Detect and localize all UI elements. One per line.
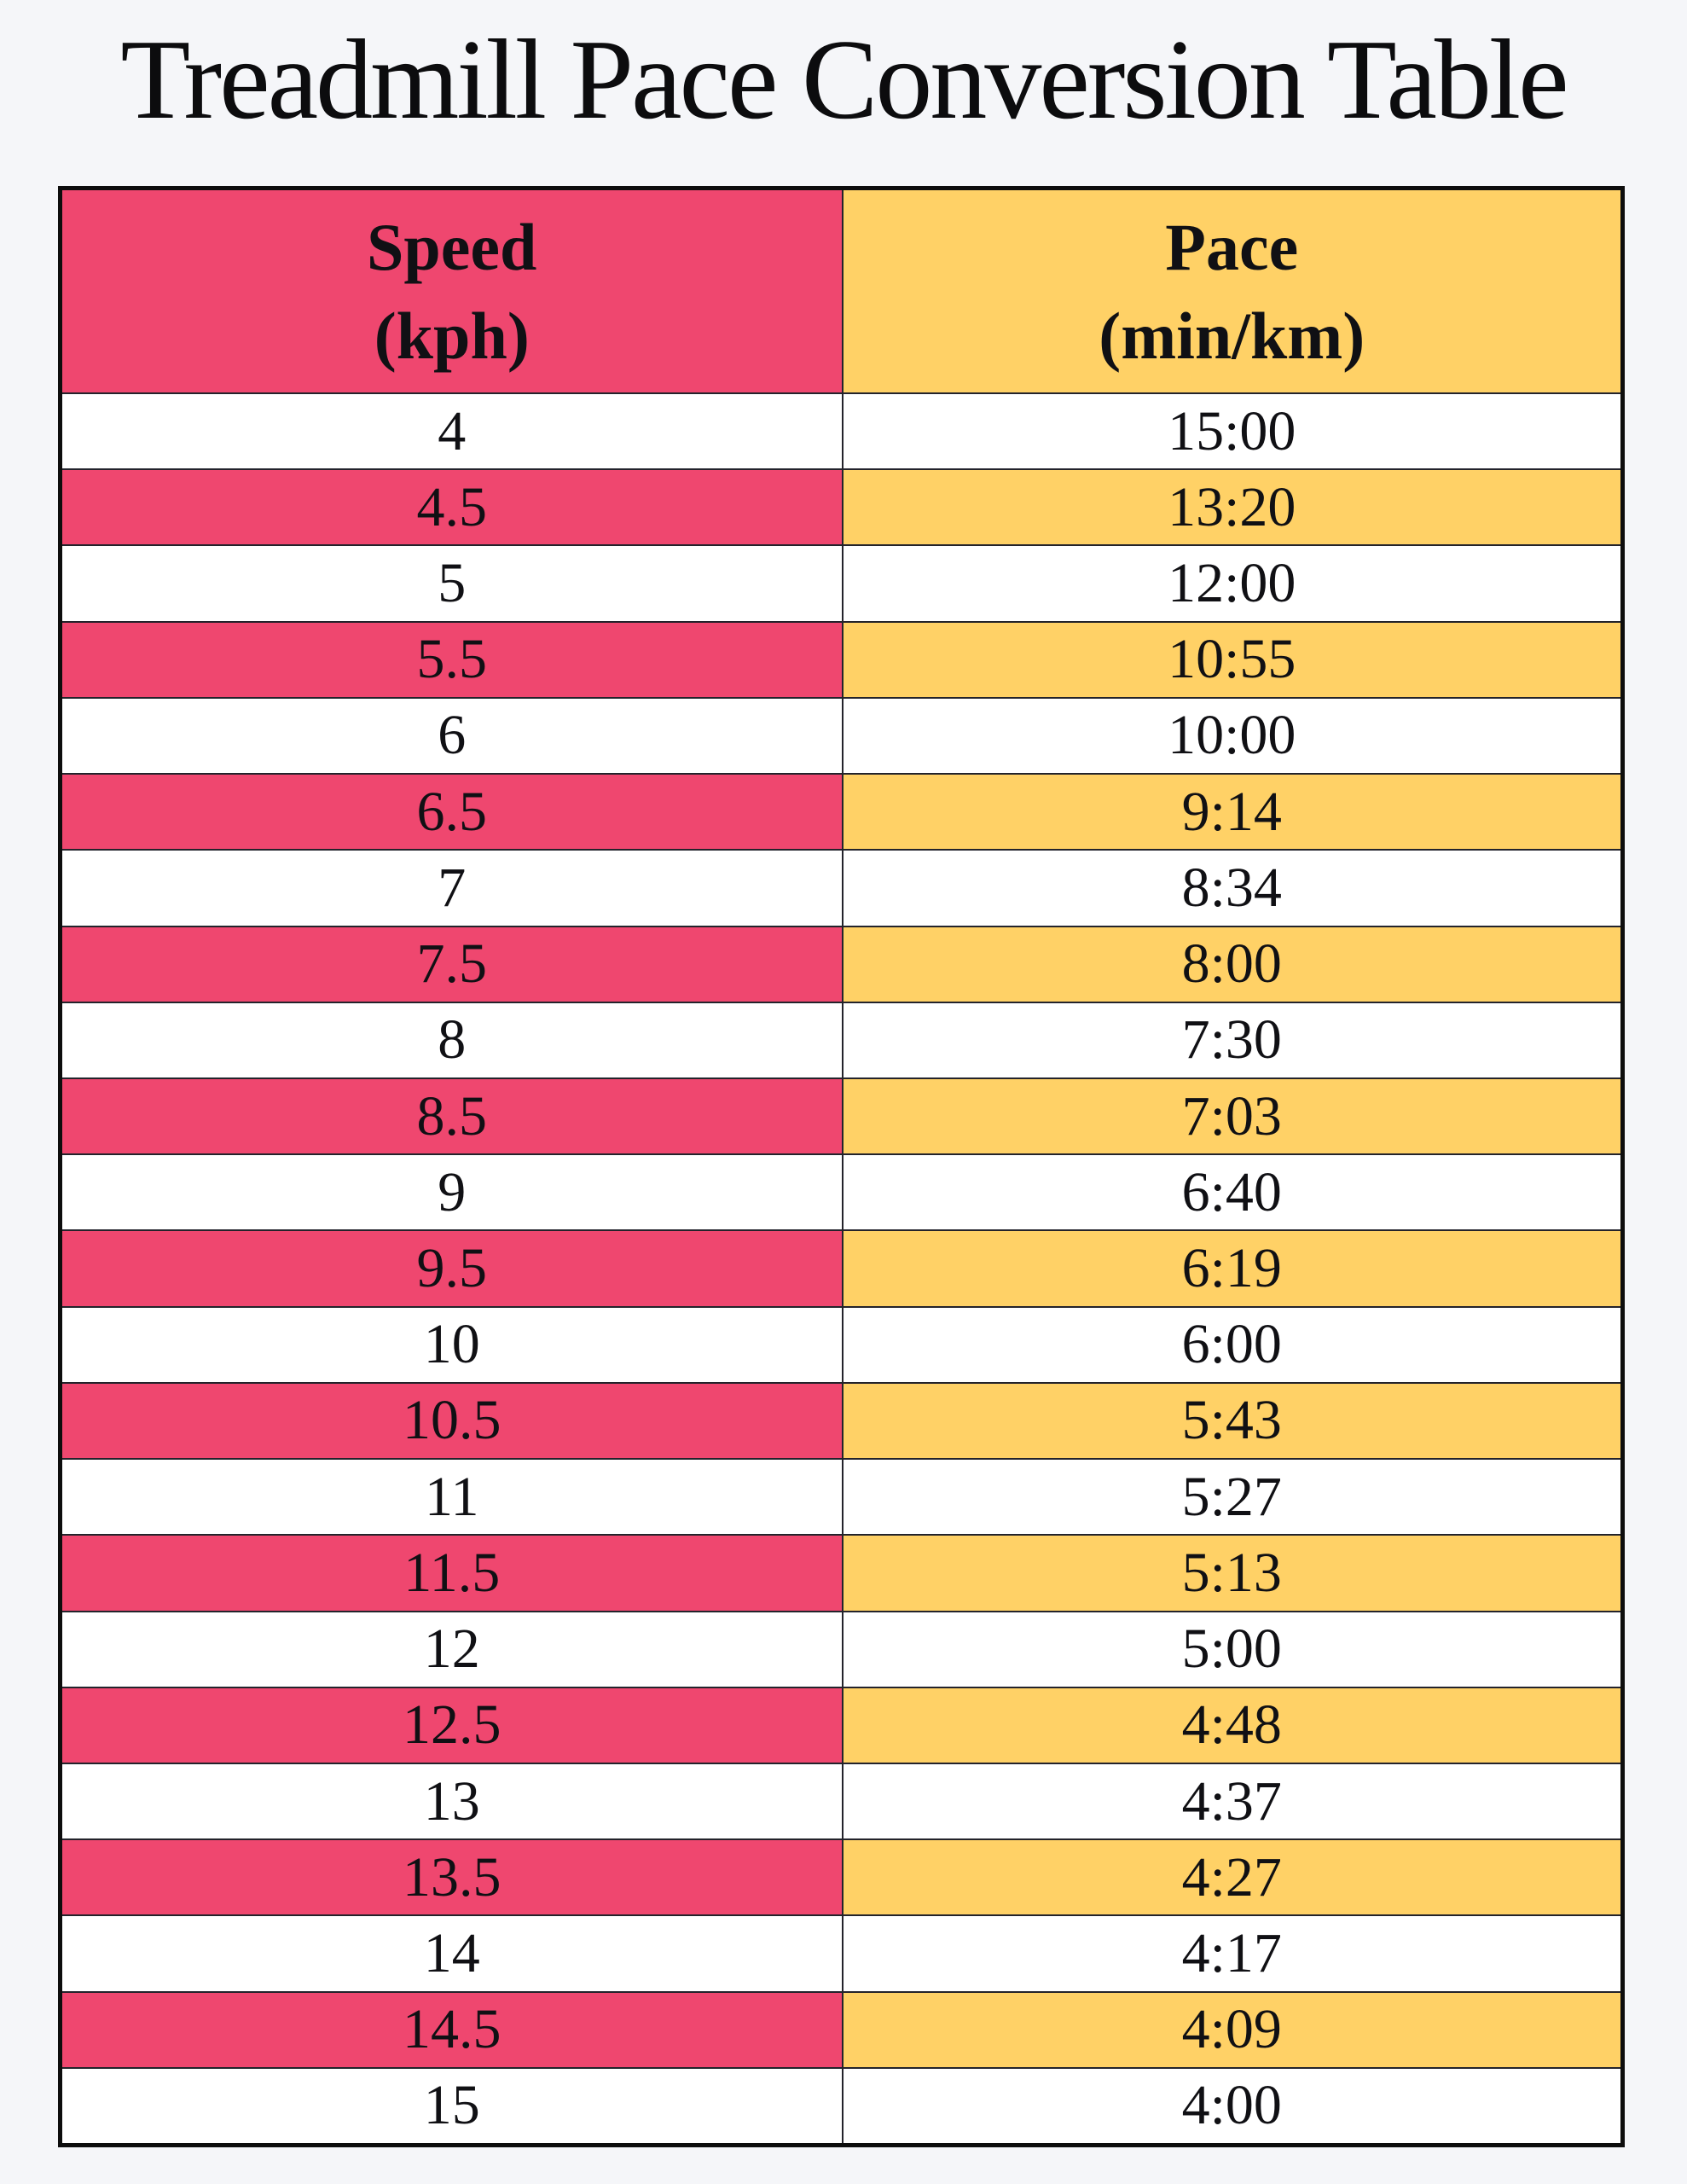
pace-cell: 4:17 (841, 1916, 1620, 1991)
speed-cell: 8 (62, 1002, 842, 1077)
pace-cell: 7:30 (841, 1002, 1620, 1077)
speed-cell: 14.5 (62, 1992, 842, 2067)
table-row: 8.5 7:03 (62, 1077, 1620, 1154)
speed-cell: 11 (62, 1460, 842, 1535)
speed-cell: 12.5 (62, 1687, 842, 1763)
speed-cell: 4 (62, 394, 842, 469)
pace-cell: 13:20 (841, 470, 1620, 545)
speed-cell: 13 (62, 1763, 842, 1839)
speed-header-title: Speed (367, 209, 537, 284)
speed-cell: 9.5 (62, 1231, 842, 1306)
speed-cell: 10 (62, 1307, 842, 1382)
pace-cell: 4:09 (841, 1992, 1620, 2067)
pace-cell: 8:00 (841, 926, 1620, 1002)
table-row: 15 4:00 (62, 2066, 1620, 2144)
pace-cell: 4:48 (841, 1687, 1620, 1763)
speed-cell: 15 (62, 2068, 842, 2144)
pace-cell: 5:43 (841, 1383, 1620, 1459)
speed-cell: 14 (62, 1916, 842, 1991)
speed-cell: 12 (62, 1612, 842, 1687)
column-header-speed: Speed (kph) (62, 190, 842, 392)
speed-cell: 7.5 (62, 926, 842, 1002)
pace-cell: 9:14 (841, 775, 1620, 850)
pace-cell: 10:55 (841, 622, 1620, 697)
pace-cell: 5:27 (841, 1460, 1620, 1535)
page-title: Treadmill Pace Conversion Table (120, 16, 1568, 142)
pace-cell: 4:00 (841, 2068, 1620, 2144)
table-row: 4.5 13:20 (62, 468, 1620, 545)
speed-cell: 7 (62, 851, 842, 926)
pace-conversion-table: Speed (kph) Pace (min/km) 4 15:00 4.5 13:20… (58, 186, 1625, 2147)
pace-cell: 8:34 (841, 851, 1620, 926)
pace-cell: 5:00 (841, 1612, 1620, 1687)
pace-cell: 12:00 (841, 546, 1620, 621)
pace-header-unit: (min/km) (1099, 298, 1365, 373)
pace-header-title: Pace (1165, 209, 1299, 284)
pace-cell: 4:27 (841, 1840, 1620, 1915)
column-header-pace: Pace (min/km) (841, 190, 1620, 392)
table-row: 9 6:40 (62, 1153, 1620, 1230)
speed-cell: 10.5 (62, 1383, 842, 1459)
pace-cell: 7:03 (841, 1078, 1620, 1154)
table-row: 14 4:17 (62, 1914, 1620, 1991)
speed-cell: 9 (62, 1155, 842, 1230)
table-row: 4 15:00 (62, 392, 1620, 469)
speed-cell: 5 (62, 546, 842, 621)
speed-cell: 8.5 (62, 1078, 842, 1154)
speed-header-unit: (kph) (374, 298, 530, 373)
table-row: 10.5 5:43 (62, 1381, 1620, 1459)
table-row: 12.5 4:48 (62, 1686, 1620, 1763)
table-row: 12 5:00 (62, 1610, 1620, 1687)
table-row: 11 5:27 (62, 1458, 1620, 1535)
speed-cell: 13.5 (62, 1840, 842, 1915)
table-row: 11.5 5:13 (62, 1534, 1620, 1611)
table-row: 5 12:00 (62, 544, 1620, 621)
table-row: 6 10:00 (62, 696, 1620, 774)
table-row: 8 7:30 (62, 1001, 1620, 1077)
pace-cell: 10:00 (841, 698, 1620, 774)
table-header: Speed (kph) Pace (min/km) (62, 190, 1620, 392)
table-row: 7 8:34 (62, 849, 1620, 926)
table-row: 9.5 6:19 (62, 1229, 1620, 1306)
table-row: 14.5 4:09 (62, 1990, 1620, 2067)
pace-cell: 15:00 (841, 394, 1620, 469)
table-row: 10 6:00 (62, 1305, 1620, 1382)
pace-cell: 6:19 (841, 1231, 1620, 1306)
pace-cell: 6:00 (841, 1307, 1620, 1382)
pace-cell: 6:40 (841, 1155, 1620, 1230)
speed-cell: 5.5 (62, 622, 842, 697)
speed-cell: 11.5 (62, 1536, 842, 1611)
table-row: 13.5 4:27 (62, 1838, 1620, 1915)
table-row: 13 4:37 (62, 1762, 1620, 1839)
table-body: 4 15:00 4.5 13:20 5 12:00 5.5 10:55 6 10:00 6.5 9:1… (62, 392, 1620, 2144)
speed-cell: 6 (62, 698, 842, 774)
table-row: 7.5 8:00 (62, 925, 1620, 1002)
table-row: 6.5 9:14 (62, 773, 1620, 850)
pace-cell: 5:13 (841, 1536, 1620, 1611)
pace-cell: 4:37 (841, 1763, 1620, 1839)
speed-cell: 4.5 (62, 470, 842, 545)
table-row: 5.5 10:55 (62, 620, 1620, 697)
speed-cell: 6.5 (62, 775, 842, 850)
